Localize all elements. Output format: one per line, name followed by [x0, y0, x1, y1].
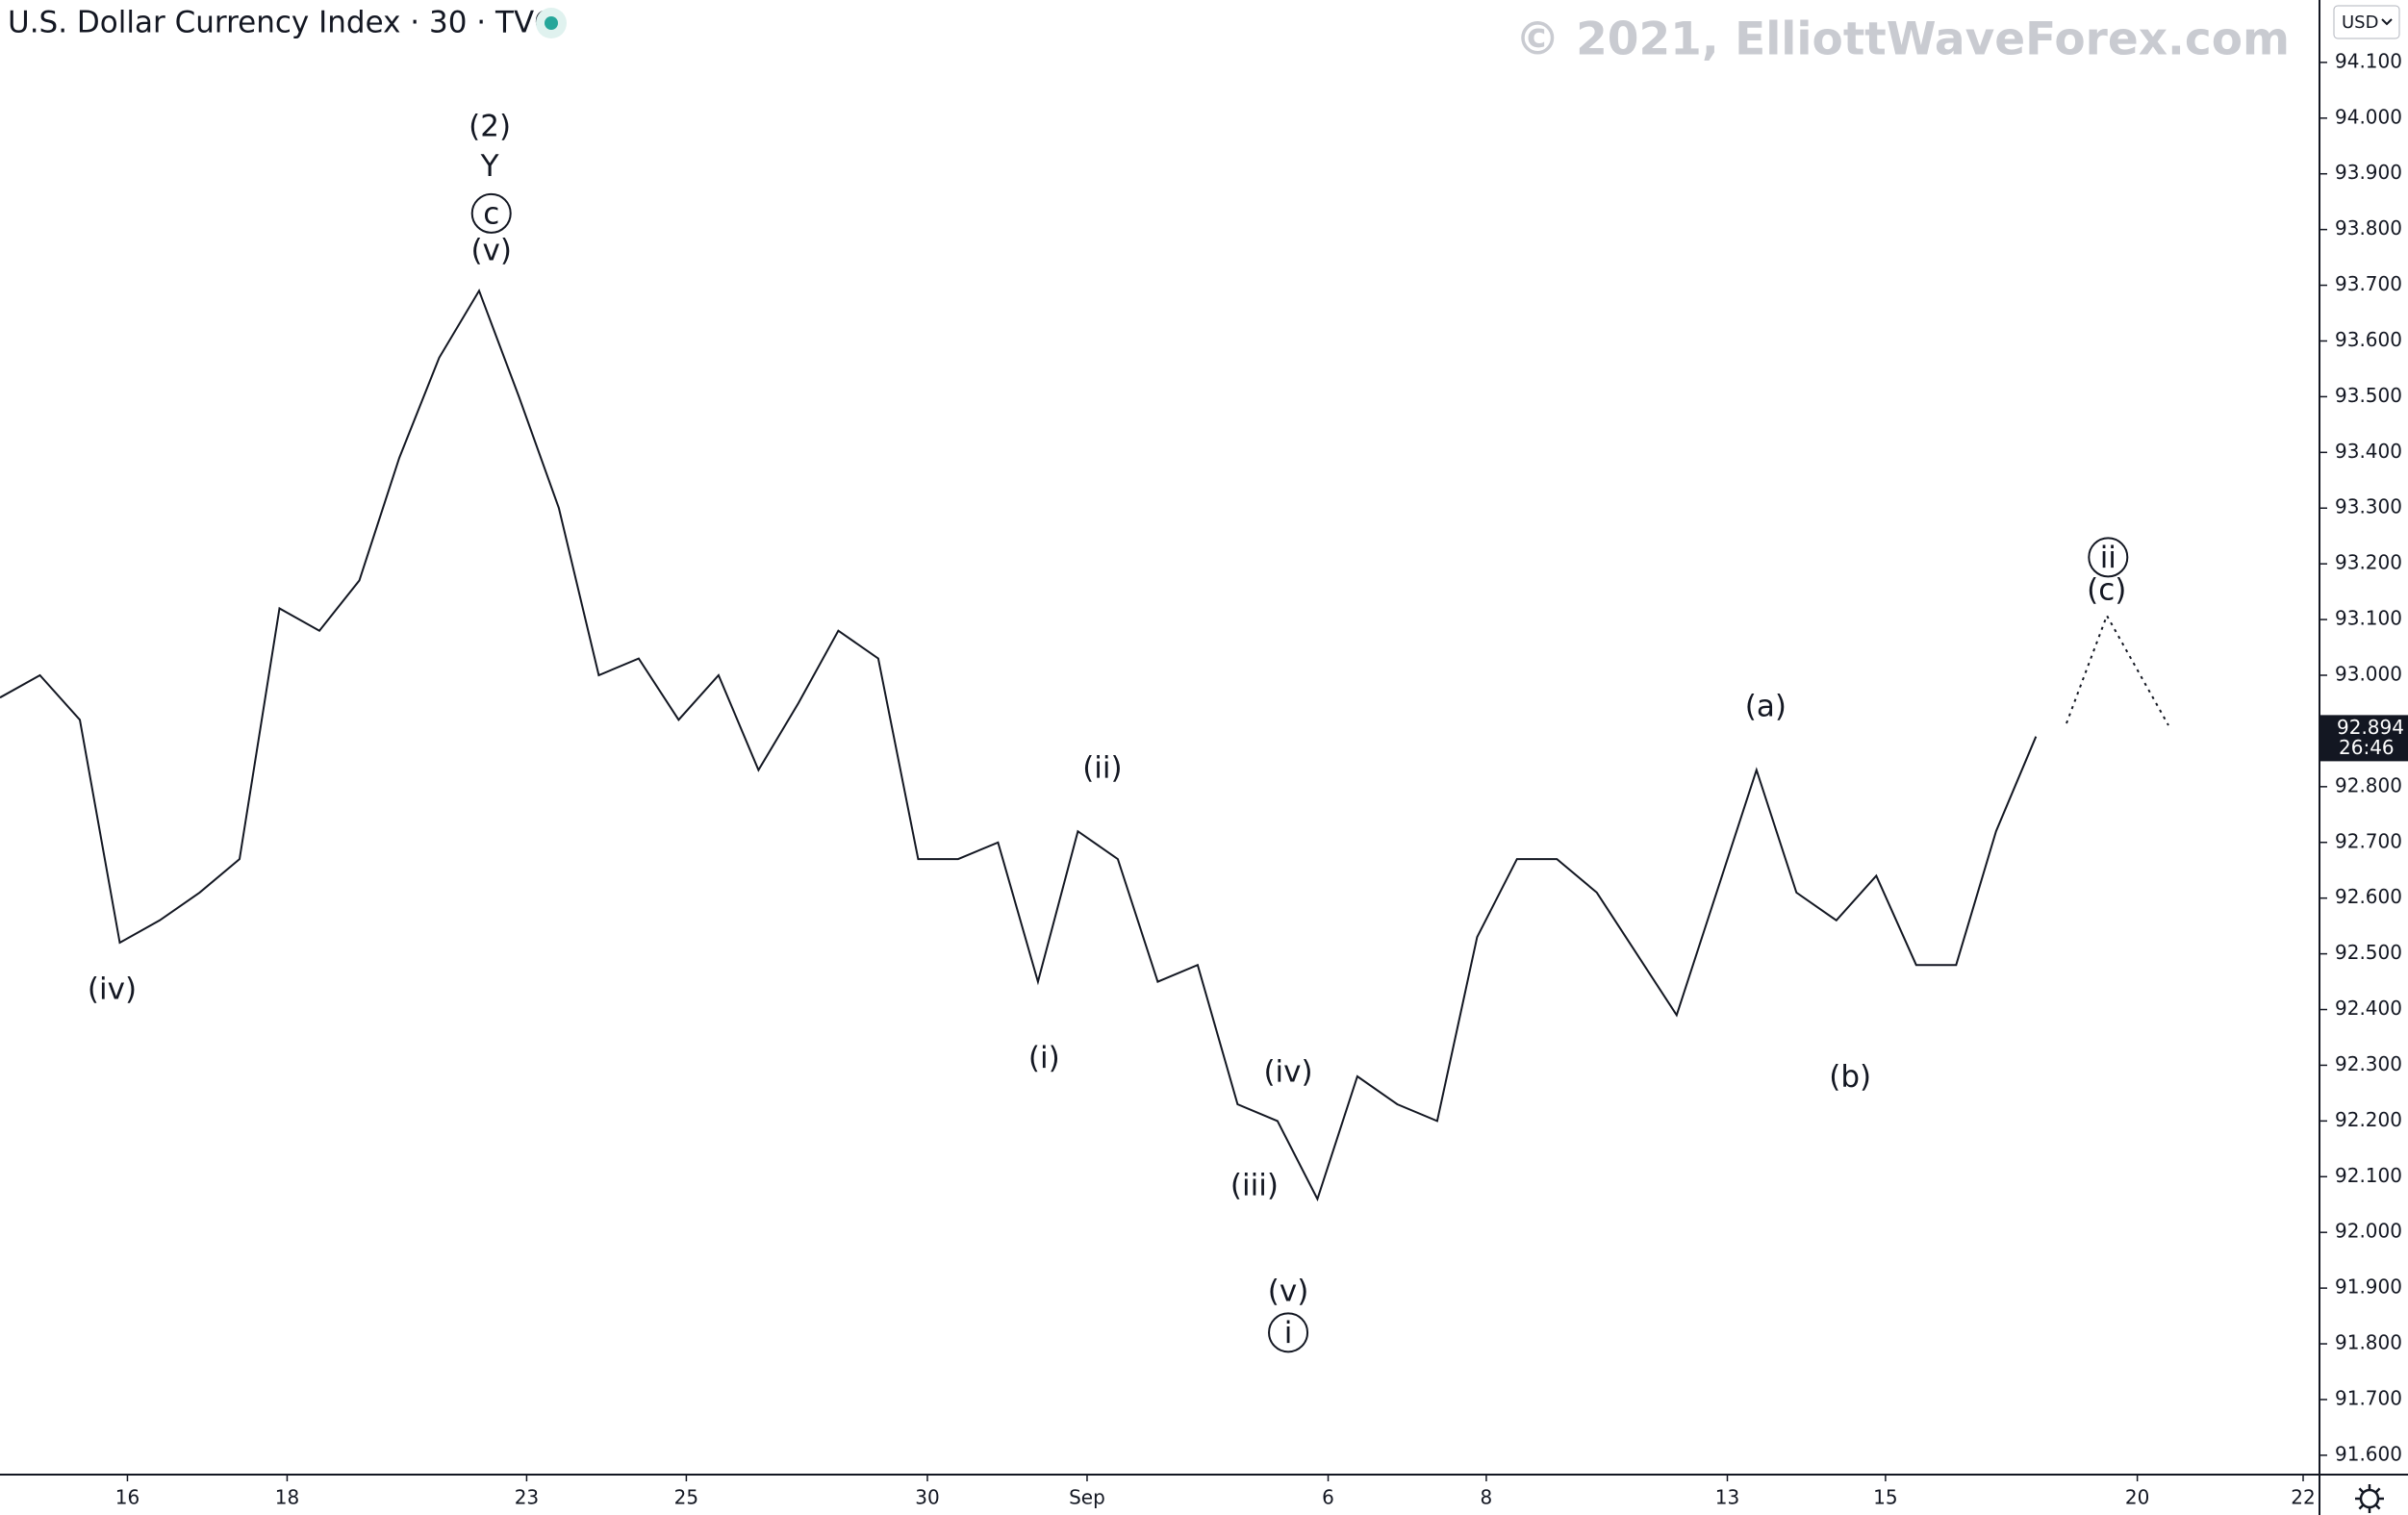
currency-button[interactable]: [2333, 5, 2400, 39]
y-tick-label: 91.600: [2335, 1442, 2402, 1465]
x-tick-label: 13: [1715, 1486, 1739, 1509]
x-tick-label: 30: [915, 1486, 939, 1509]
x-tick-label: 15: [1873, 1486, 1897, 1509]
y-tick-label: 93.700: [2335, 272, 2402, 295]
x-tick-label: 16: [115, 1486, 139, 1509]
y-tick-label: 92.100: [2335, 1164, 2402, 1187]
x-tick-label: 25: [674, 1486, 698, 1509]
status-dot: [545, 16, 558, 30]
price-line: [0, 289, 2038, 1202]
y-tick-label: 93.200: [2335, 551, 2402, 574]
y-tick-label: 92.600: [2335, 885, 2402, 908]
countdown-label: 26:46: [2339, 736, 2395, 759]
y-tick-label: 92.700: [2335, 829, 2402, 852]
x-tick-label: 6: [1322, 1486, 1334, 1509]
y-tick-label: 93.900: [2335, 161, 2402, 184]
wave-label: ii: [2100, 541, 2117, 575]
wave-label: (i): [1028, 1041, 1060, 1075]
y-tick-label: 94.000: [2335, 105, 2402, 128]
settings-icon[interactable]: [2355, 1484, 2384, 1513]
x-tick-label: 23: [515, 1486, 539, 1509]
y-tick-label: 92.800: [2335, 773, 2402, 796]
wave-circle: [1268, 1312, 1309, 1353]
wave-label: (c): [2087, 572, 2126, 607]
watermark: © 2021, ElliottWaveForex.com: [1515, 13, 2290, 66]
y-tick-label: 92.000: [2335, 1220, 2402, 1243]
wave-label: (v): [470, 234, 512, 268]
currency-label: USD: [2342, 13, 2378, 33]
y-tick-label: 93.000: [2335, 662, 2402, 685]
x-tick-label: 8: [1481, 1486, 1493, 1509]
wave-label: (iv): [88, 972, 137, 1006]
y-tick-label: 92.200: [2335, 1108, 2402, 1131]
y-tick-label: 93.300: [2335, 495, 2402, 518]
y-tick-label: 93.800: [2335, 216, 2402, 240]
y-tick-label: 92.500: [2335, 941, 2402, 964]
wave-label: (iii): [1230, 1169, 1279, 1203]
x-tick-label: 18: [275, 1486, 299, 1509]
y-tick-label: 93.100: [2335, 607, 2402, 630]
y-tick-label: 93.600: [2335, 328, 2402, 351]
y-tick-label: 93.500: [2335, 384, 2402, 407]
y-tick-label: 92.300: [2335, 1052, 2402, 1075]
x-tick-label: Sep: [1069, 1486, 1105, 1509]
y-tick-label: 91.900: [2335, 1275, 2402, 1299]
y-tick-label: 92.400: [2335, 997, 2402, 1020]
y-tick-label: 94.100: [2335, 49, 2402, 72]
wave-label: (v): [1268, 1275, 1309, 1309]
wave-label: c: [483, 196, 499, 231]
wave-label: i: [1284, 1316, 1293, 1351]
last-price-box: [2319, 715, 2408, 762]
wave-label: Y: [480, 149, 499, 184]
wave-label: (iv): [1263, 1055, 1312, 1090]
wave-label: (b): [1829, 1059, 1871, 1094]
wave-circle: [470, 192, 512, 234]
currency-chevron: [2381, 18, 2393, 26]
wave-label: (2): [469, 109, 511, 143]
y-tick-label: 93.400: [2335, 440, 2402, 463]
x-tick-label: 22: [2291, 1486, 2315, 1509]
y-tick-label: 91.700: [2335, 1386, 2402, 1409]
y-tick-label: 91.800: [2335, 1331, 2402, 1354]
wave-label: (ii): [1082, 751, 1122, 786]
x-tick-label: 20: [2125, 1486, 2149, 1509]
chart-title: U.S. Dollar Currency Index · 30 · TVC: [8, 6, 555, 40]
last-price-label: 92.894: [2337, 716, 2404, 739]
wave-label: (a): [1745, 690, 1787, 724]
wave-circle: [2088, 537, 2129, 578]
